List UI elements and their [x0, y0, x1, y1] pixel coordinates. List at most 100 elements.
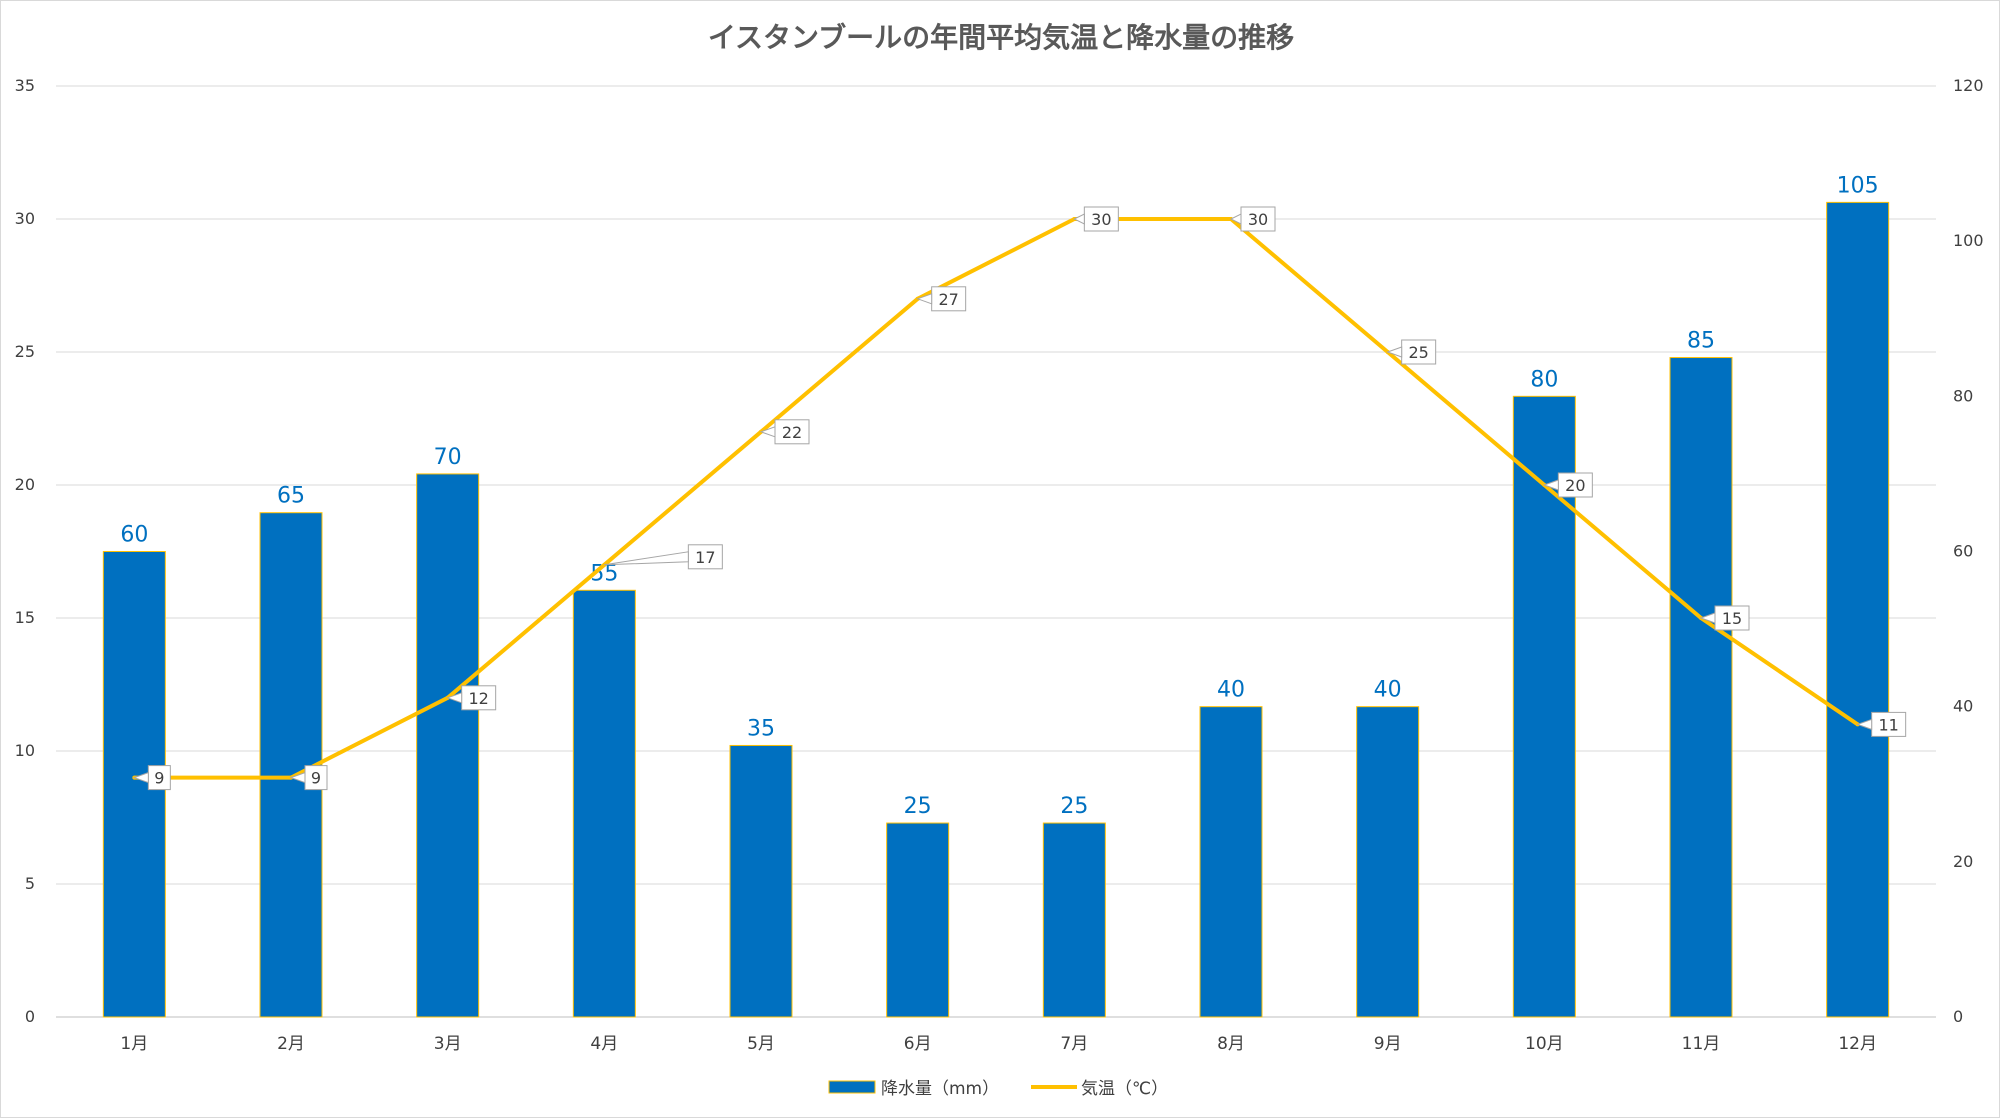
- bar-data-label: 40: [1374, 678, 1402, 703]
- right-axis-tick-label: 0: [1953, 1007, 1963, 1026]
- line-data-label-text: 11: [1878, 715, 1898, 734]
- line-data-label-box: [1714, 605, 1750, 631]
- temperature-line: [134, 217, 1859, 780]
- line-data-label: 11: [1856, 711, 1907, 737]
- line-data-label-text: 30: [1091, 210, 1111, 229]
- legend-swatch-precipitation: [828, 1080, 876, 1094]
- line-data-label-text: 17: [695, 548, 715, 567]
- bar-data-label: 85: [1687, 329, 1715, 354]
- line-data-label: 30: [1229, 206, 1276, 232]
- left-axis-tick-label: 25: [15, 342, 35, 361]
- legend-label-temperature: 気温（℃）: [1081, 1079, 1168, 1099]
- line-data-label-text: 12: [468, 689, 488, 708]
- line-data-label: 22: [759, 419, 810, 445]
- bar-series: [102, 201, 1890, 1018]
- line-data-label: 17: [604, 544, 723, 570]
- line-data-label-box: [1871, 711, 1907, 737]
- bar: [1199, 706, 1263, 1018]
- line-data-label-pointer: [759, 426, 776, 438]
- category-label: 2月: [277, 1034, 305, 1054]
- bar-data-label: 65: [277, 484, 305, 509]
- line-data-label-pointer: [289, 771, 306, 784]
- line-data-label-box: [931, 286, 967, 312]
- category-label: 11月: [1682, 1034, 1721, 1054]
- line-data-label: 15: [1699, 605, 1750, 631]
- left-axis-tick-label: 0: [25, 1007, 35, 1026]
- line-data-label-text: 20: [1565, 476, 1585, 495]
- right-axis-tick-label: 120: [1953, 76, 1984, 95]
- bar: [1826, 201, 1890, 1018]
- line-data-label-box: [687, 544, 723, 570]
- right-axis-tick-label: 80: [1953, 386, 1973, 405]
- bar: [416, 473, 480, 1018]
- line-data-labels: 9 9 12 17 22 27 30 30 25 20 15 11: [132, 206, 1907, 791]
- line-data-label-box: [774, 419, 810, 445]
- bar-data-label: 60: [120, 523, 148, 548]
- bar: [572, 589, 636, 1018]
- line-data-label-pointer: [1386, 346, 1403, 358]
- line-series: [132, 217, 1860, 780]
- line-data-label-text: 30: [1248, 210, 1268, 229]
- category-label: 5月: [747, 1034, 775, 1054]
- left-axis: 0 5 10 15 20 25 30 35: [15, 76, 35, 1026]
- line-data-label-pointer: [446, 692, 463, 704]
- line-data-label-pointer: [132, 771, 149, 784]
- line-data-label-text: 9: [154, 769, 164, 788]
- legend: 降水量（mm） 気温（℃）: [828, 1079, 1168, 1099]
- chart-title: イスタンブールの年間平均気温と降水量の推移: [708, 21, 1294, 54]
- right-axis: 0 20 40 60 80 100 120: [1953, 76, 1984, 1026]
- bar-data-label: 80: [1530, 367, 1558, 392]
- line-data-label-pointer: [1699, 612, 1716, 624]
- line-data-label-pointer: [1229, 213, 1242, 225]
- gridlines: [56, 85, 1936, 1018]
- left-axis-tick-label: 5: [25, 874, 35, 893]
- legend-label-precipitation: 降水量（mm）: [881, 1079, 999, 1099]
- left-axis-tick-label: 35: [15, 76, 35, 95]
- line-data-label: 20: [1542, 472, 1593, 498]
- bar-data-label: 105: [1837, 173, 1879, 198]
- bar-data-label: 25: [1060, 794, 1088, 819]
- right-axis-tick-label: 100: [1953, 231, 1984, 250]
- bar-data-label: 70: [434, 445, 462, 470]
- bar-data-label: 40: [1217, 678, 1245, 703]
- line-data-label-text: 15: [1722, 609, 1742, 628]
- left-axis-tick-label: 15: [15, 608, 35, 627]
- left-axis-tick-label: 20: [15, 475, 35, 494]
- bar-data-label: 25: [904, 794, 932, 819]
- category-label: 8月: [1217, 1034, 1245, 1054]
- right-axis-tick-label: 20: [1953, 852, 1973, 871]
- category-label: 7月: [1060, 1034, 1088, 1054]
- category-axis: 1月 2月 3月 4月 5月 6月 7月 8月 9月 10月 11月 12月: [120, 1034, 1877, 1054]
- category-label: 12月: [1838, 1034, 1877, 1054]
- bar: [729, 744, 793, 1018]
- line-data-label: 12: [446, 685, 497, 711]
- line-data-label-box: [461, 685, 497, 711]
- left-axis-tick-label: 30: [15, 209, 35, 228]
- category-label: 9月: [1374, 1034, 1402, 1054]
- left-axis-tick-label: 10: [15, 741, 35, 760]
- bar-data-label: 35: [747, 716, 775, 741]
- bar: [1042, 822, 1106, 1018]
- category-label: 6月: [904, 1034, 932, 1054]
- bar: [886, 822, 950, 1018]
- line-data-label-pointer: [1856, 718, 1873, 731]
- category-label: 1月: [120, 1034, 148, 1054]
- line-data-label-text: 27: [938, 290, 958, 309]
- bar: [1669, 357, 1733, 1018]
- bar: [1356, 706, 1420, 1018]
- category-label: 10月: [1525, 1034, 1564, 1054]
- line-data-label-pointer: [604, 551, 689, 566]
- bar: [1512, 395, 1576, 1018]
- line-data-label-pointer: [916, 293, 933, 305]
- category-label: 3月: [434, 1034, 462, 1054]
- right-axis-tick-label: 60: [1953, 542, 1973, 561]
- category-label: 4月: [590, 1034, 618, 1054]
- line-data-label-box: [1557, 472, 1593, 498]
- line-data-label: 27: [916, 286, 967, 312]
- right-axis-tick-label: 40: [1953, 697, 1973, 716]
- line-data-label-text: 25: [1408, 343, 1428, 362]
- line-data-label: 9: [289, 765, 328, 791]
- line-data-label-text: 9: [311, 769, 321, 788]
